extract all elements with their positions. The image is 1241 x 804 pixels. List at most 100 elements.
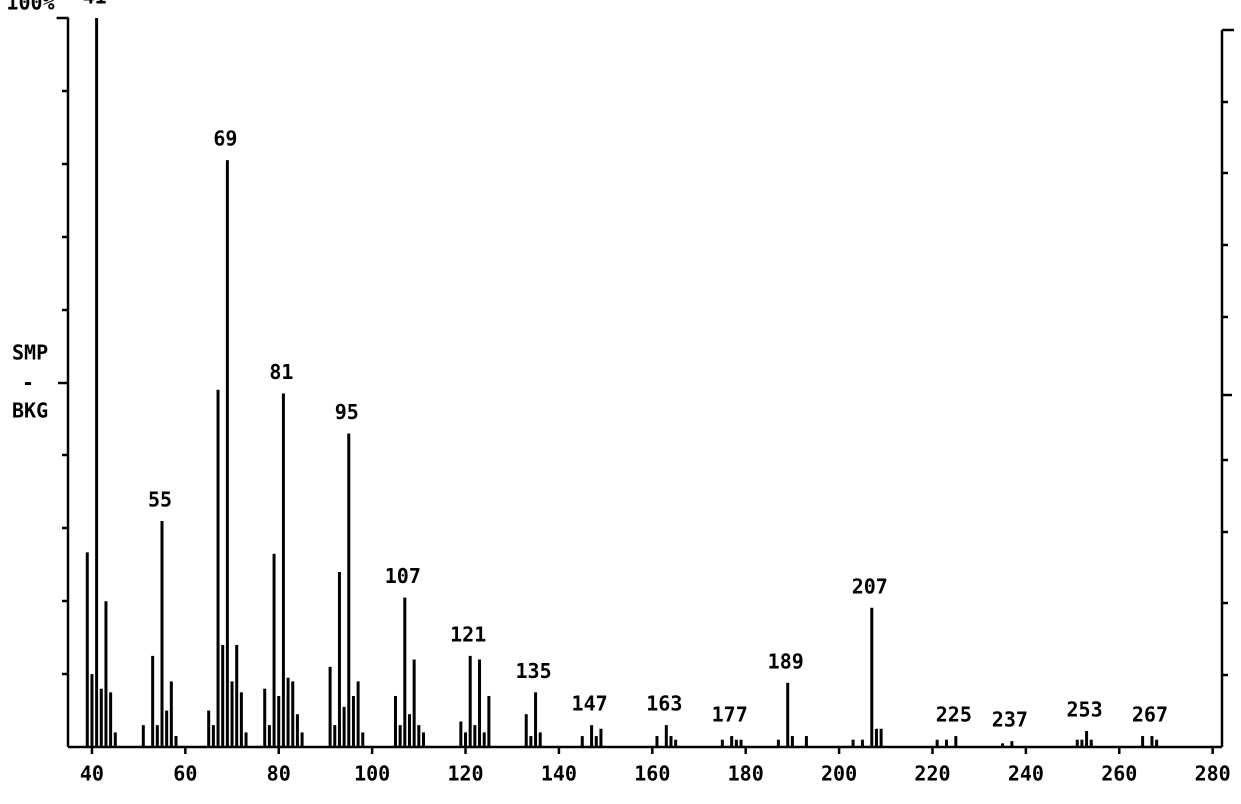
peak: [113, 732, 117, 747]
peak: [473, 725, 477, 747]
peak: [1001, 743, 1005, 747]
axes: [58, 18, 1234, 749]
peak: [1150, 736, 1154, 747]
peak: [417, 725, 421, 747]
peak: [407, 714, 411, 747]
peak: [263, 688, 267, 747]
x-tick-label: 100: [354, 762, 390, 786]
x-tick-label: 220: [914, 762, 950, 786]
peak: [739, 739, 743, 747]
x-tick-label: 240: [1008, 762, 1044, 786]
peak: [239, 692, 243, 747]
peak: [674, 739, 678, 747]
peak: [599, 728, 603, 747]
peak-label: 69: [213, 127, 237, 151]
peak: [664, 725, 668, 747]
peak: [421, 732, 425, 747]
peak: [277, 695, 281, 747]
peak-label: 207: [852, 574, 888, 598]
peak: [1155, 739, 1159, 747]
peak: [361, 732, 365, 747]
x-tick-label: 160: [634, 762, 670, 786]
peak: [342, 706, 346, 747]
peak: [874, 728, 878, 747]
peak: [1075, 739, 1079, 747]
x-tick-label: 180: [728, 762, 764, 786]
peak: [300, 732, 304, 747]
peak: [333, 725, 337, 747]
peak: [594, 736, 598, 747]
peak: [356, 681, 360, 747]
peak: [482, 732, 486, 747]
x-tick-label: 280: [1195, 762, 1231, 786]
peak-label: 55: [148, 488, 172, 512]
y-tick-label: 100%: [6, 0, 54, 15]
peak: [590, 725, 594, 747]
peak: [524, 714, 528, 747]
peak: [804, 736, 808, 747]
peak: [216, 389, 220, 747]
peak: [165, 710, 169, 747]
peak: [235, 644, 239, 747]
peak-label: 177: [712, 703, 748, 727]
peak: [776, 739, 780, 747]
peak: [464, 732, 468, 747]
peak: [935, 739, 939, 747]
peak-label: 253: [1067, 697, 1103, 721]
peak: [174, 736, 178, 747]
peak: [272, 553, 276, 747]
peak: [538, 732, 542, 747]
peak: [1085, 730, 1089, 747]
peak: [85, 552, 89, 747]
peak: [1010, 741, 1014, 747]
peak: [244, 732, 248, 747]
peak-label: 107: [385, 564, 421, 588]
peak: [468, 655, 472, 747]
x-tick-label: 140: [541, 762, 577, 786]
peak-label: 81: [269, 360, 293, 384]
peak: [398, 725, 402, 747]
x-tick-label: 80: [267, 762, 291, 786]
peak-label: 121: [450, 622, 486, 646]
peak: [459, 721, 463, 747]
peak-label: 267: [1132, 703, 1168, 727]
peak: [669, 736, 673, 747]
peak: [944, 739, 948, 747]
peak: [580, 736, 584, 747]
peak: [730, 736, 734, 747]
peak-label: 225: [936, 703, 972, 727]
peak: [90, 674, 94, 747]
y-label: BKG: [12, 399, 48, 423]
right-ticks: [1222, 100, 1232, 677]
peak: [104, 601, 108, 747]
peak: [141, 725, 145, 747]
peak: [351, 695, 355, 747]
peak: [99, 688, 103, 747]
peak: [347, 433, 351, 747]
peak-label: 41: [83, 0, 107, 9]
x-tick-label: 260: [1101, 762, 1137, 786]
peak: [860, 739, 864, 747]
peak: [221, 644, 225, 747]
peak: [851, 739, 855, 747]
peak: [1089, 739, 1093, 747]
peak: [155, 725, 159, 747]
peak: [295, 714, 299, 747]
peak-label: 163: [646, 692, 682, 716]
peak: [207, 710, 211, 747]
peak: [879, 728, 883, 747]
y-label: -: [22, 371, 34, 395]
peak: [790, 736, 794, 747]
peak: [529, 736, 533, 747]
peak: [225, 160, 229, 747]
peak: [109, 692, 113, 747]
peak: [478, 659, 482, 747]
peak-label: 135: [516, 659, 552, 683]
peak: [267, 725, 271, 747]
peak: [403, 597, 407, 747]
peak: [534, 692, 538, 747]
peak: [412, 659, 416, 747]
x-tick-label: 60: [173, 762, 197, 786]
